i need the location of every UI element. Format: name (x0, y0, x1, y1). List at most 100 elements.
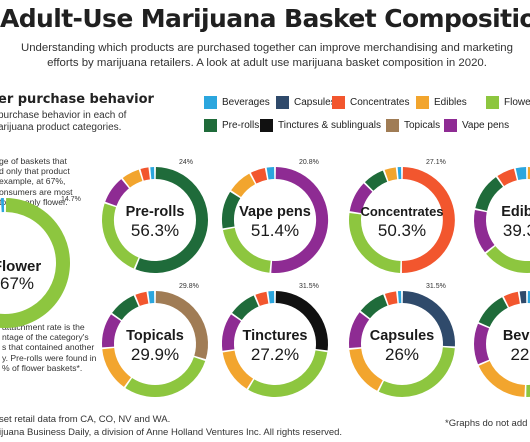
segment-edibles (102, 347, 132, 387)
legend-item-vape-pens: Vape pens (444, 119, 509, 132)
legend-label: Flower (504, 97, 530, 108)
flower-attachment-label: 31.5% (426, 283, 446, 290)
segment-capsules (402, 291, 455, 347)
footnote: *Graphs do not add (445, 418, 528, 429)
flower-attachment-label: 14.7% (61, 196, 81, 203)
page-subtitle: Understanding which products are purchas… (12, 41, 522, 70)
segment-vape-pens (271, 167, 329, 273)
legend-item-flower: Flower (486, 96, 530, 109)
donut-bevera: Bevera22.5 (474, 291, 530, 398)
donut-name: Pre-rolls (126, 204, 185, 220)
legend-item-pre-rolls: Pre-rolls (204, 119, 259, 132)
legend-item-concentrates: Concentrates (332, 96, 409, 109)
legend-swatch (204, 119, 217, 132)
section-heading: er purchase behavior (0, 92, 154, 107)
donut-edibles: Edibles39.3% (474, 167, 530, 273)
segment-vape-pens (474, 210, 495, 253)
segment-concentrates (497, 168, 518, 187)
donut-name: Capsules (370, 328, 434, 344)
donut-name: Bevera (503, 328, 530, 344)
subtitle-line-2: efforts by marijuana retailers. A look a… (47, 56, 487, 69)
segment-pre-rolls (478, 297, 509, 328)
donut-value: 67% (0, 274, 34, 293)
legend-label: Beverages (222, 97, 270, 108)
donut-concentrates: Concentrates 50.3% 27.1% (349, 159, 455, 273)
segment-flower (248, 350, 328, 397)
legend-label: Capsules (294, 97, 336, 108)
flower-attachment-label: 24% (179, 159, 193, 166)
legend-label: Vape pens (462, 120, 510, 131)
flower-attachment-label: 29.8% (179, 283, 199, 290)
segment-concentrates (250, 167, 268, 184)
legend-label: Concentrates (350, 97, 410, 108)
segment-flower (125, 356, 206, 397)
segment-vape-pens (102, 314, 122, 348)
legend-swatch (276, 96, 289, 109)
segment-pre-rolls (222, 191, 241, 229)
segment-pre-rolls (360, 294, 388, 319)
segment-edibles (384, 167, 398, 182)
attachment-note: attachment rate is the ntage of the cate… (2, 322, 97, 373)
segment-edibles (478, 360, 526, 397)
segment-flower (222, 227, 271, 273)
segment-flower (378, 347, 455, 397)
segment-concentrates (140, 167, 151, 181)
segment-vape-pens (222, 314, 242, 351)
segment-concentrates (384, 291, 398, 306)
legend-swatch (386, 119, 399, 132)
segment-flower (0, 198, 70, 328)
donut-value: 29.9% (131, 345, 179, 364)
segment-pre-rolls (475, 177, 504, 212)
legend-label: Pre-rolls (222, 120, 260, 131)
segment-vape-pens (349, 183, 373, 214)
legend-swatch (332, 96, 345, 109)
segment-pre-rolls (112, 295, 139, 321)
legend-swatch (444, 119, 457, 132)
segment-concentrates (503, 291, 521, 308)
legend-label: Topicals (404, 120, 441, 131)
segment-tinctures-sublinguals (275, 291, 328, 351)
donut-value: 39.3% (503, 221, 530, 240)
segment-beverages (515, 167, 527, 180)
donut-name: Flower (0, 258, 41, 275)
segment-flower (102, 203, 139, 269)
donut-name: Concentrates (360, 204, 443, 219)
flower-attachment-label: 31.5% (299, 283, 319, 290)
legend-swatch (260, 119, 273, 132)
donut-name: Vape pens (239, 204, 311, 220)
legend-label: Tinctures & sublinguals (278, 120, 382, 131)
segment-concentrates (255, 291, 269, 306)
donut-flower: Flower67% 14.7% (0, 196, 81, 328)
legend-item-tinctures-sublinguals: Tinctures & sublinguals (260, 119, 381, 132)
flower-attachment-label: 20.8% (299, 159, 319, 166)
legend-item-capsules: Capsules (276, 96, 336, 109)
legend-item-topicals: Topicals (386, 119, 440, 132)
segment-topicals (155, 291, 208, 360)
segment-edibles (222, 350, 254, 389)
copyright-note: ijuana Business Daily, a division of Ann… (0, 427, 343, 438)
donut-name: Topicals (126, 328, 184, 344)
legend-swatch (204, 96, 217, 109)
legend-item-beverages: Beverages (204, 96, 270, 109)
source-note: set retail data from CA, CO, NV and WA. (0, 414, 171, 425)
section-description: purchase behavior in each of arijuana pr… (0, 110, 127, 133)
segment-vape-pens (105, 179, 130, 207)
segment-edibles (122, 169, 143, 188)
flower-attachment-label: 27.1% (426, 159, 446, 166)
donut-value: 56.3% (131, 221, 179, 240)
segment-flower (349, 212, 401, 273)
donut-value: 51.4% (251, 221, 299, 240)
segment-concentrates (401, 167, 455, 273)
segment-concentrates (135, 291, 149, 306)
legend-label: Edibles (434, 97, 467, 108)
segment-vape-pens (349, 312, 370, 349)
donut-name: Tinctures (242, 328, 307, 344)
legend-swatch (486, 96, 499, 109)
segment-pre-rolls (232, 295, 259, 321)
donut-value: 22.5 (510, 345, 530, 364)
